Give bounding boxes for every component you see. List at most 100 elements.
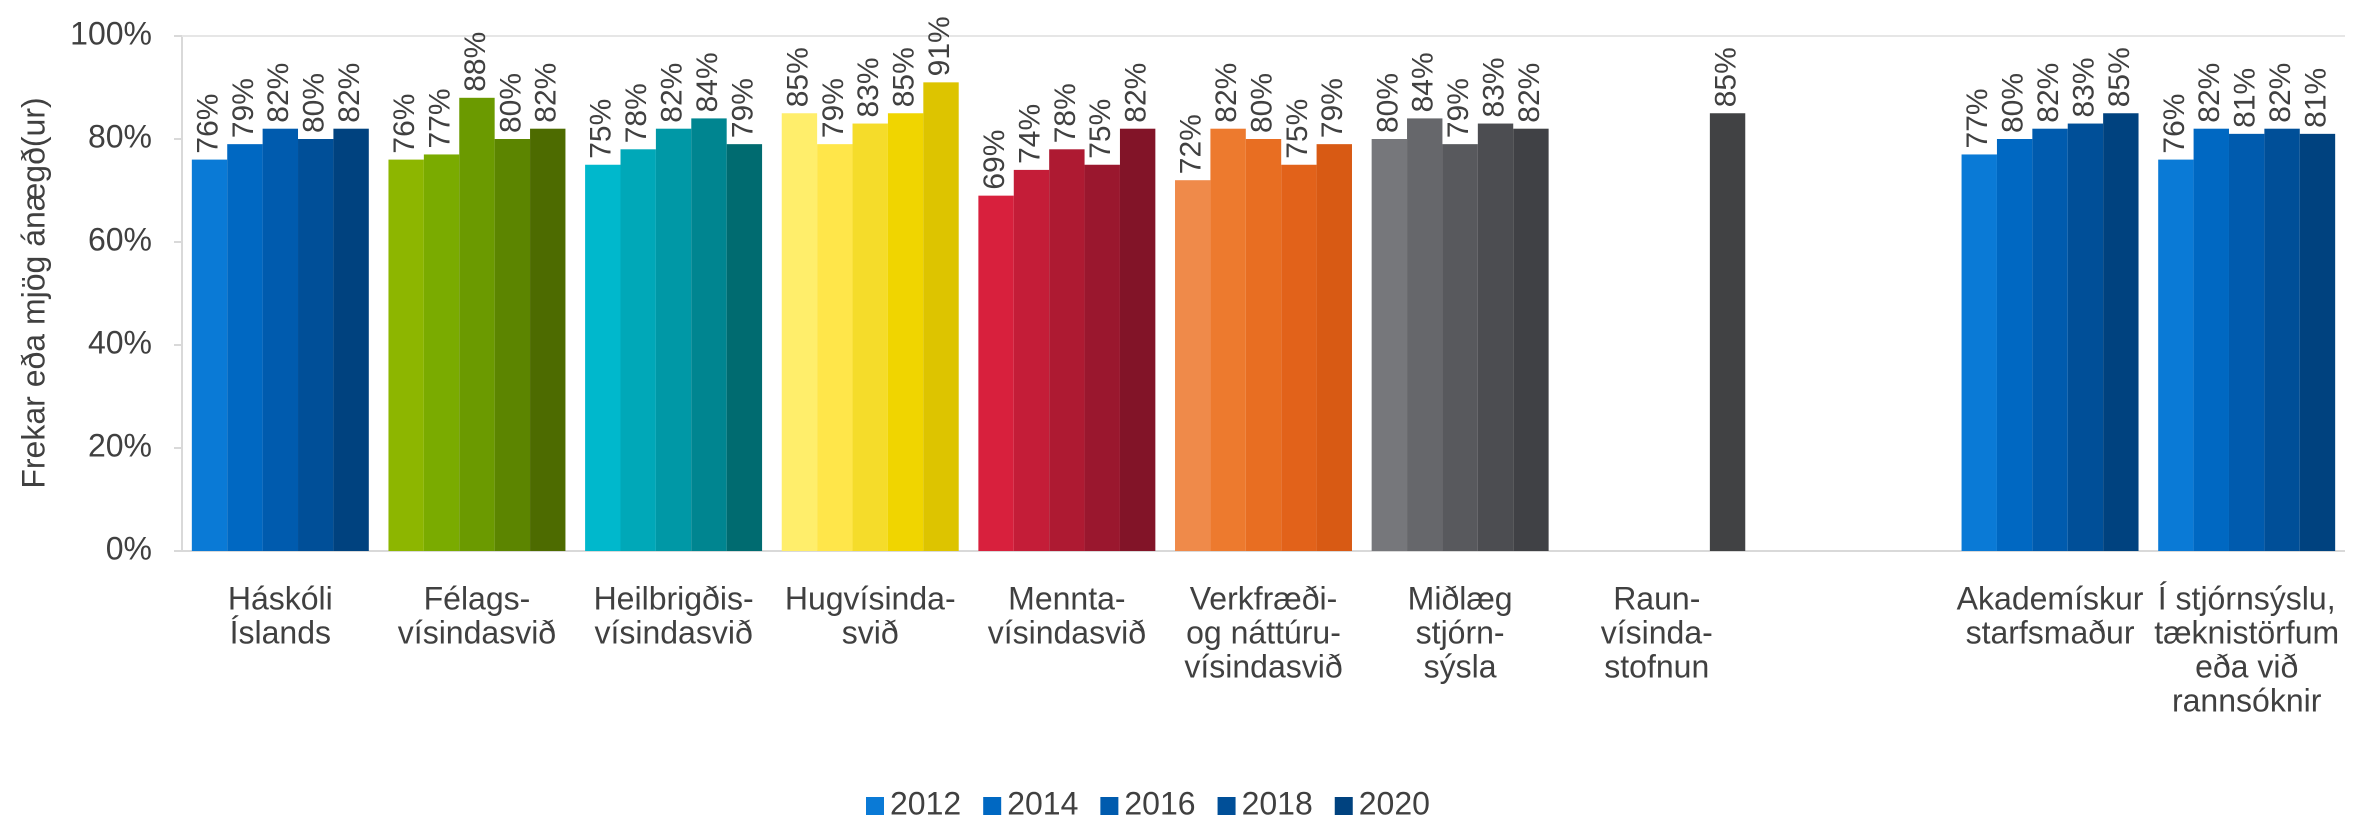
bar xyxy=(2103,113,2139,551)
legend-swatch xyxy=(1217,797,1236,815)
data-label: 79% xyxy=(1316,78,1349,138)
x-tick-label: vísindasvið xyxy=(398,614,556,650)
x-tick-label: Hugvísinda- xyxy=(785,580,956,616)
data-label: 75% xyxy=(1281,99,1314,159)
bar xyxy=(191,159,228,551)
data-label: 84% xyxy=(1407,52,1440,112)
x-tick-label: svið xyxy=(842,614,899,650)
x-tick-label: og náttúru- xyxy=(1186,614,1341,650)
bar xyxy=(494,139,531,551)
x-tick-label: stofnun xyxy=(1604,648,1709,684)
data-label: 82% xyxy=(2264,63,2297,123)
bar xyxy=(1175,180,1211,551)
legend-swatch xyxy=(1100,797,1119,815)
bar xyxy=(333,128,369,551)
bar xyxy=(887,113,924,551)
bar xyxy=(655,128,692,551)
bar xyxy=(1513,128,1549,551)
data-label: 75% xyxy=(1084,99,1117,159)
data-label: 72% xyxy=(1175,114,1208,174)
bar xyxy=(2158,159,2194,551)
legend-label: 2012 xyxy=(890,785,961,821)
data-label: 84% xyxy=(691,52,724,112)
bar xyxy=(1996,139,2033,551)
data-label: 82% xyxy=(1120,63,1153,123)
x-tick-label: stjórn- xyxy=(1416,614,1505,650)
data-label: 77% xyxy=(423,88,456,148)
bar xyxy=(459,97,495,552)
x-tick-label: Raun- xyxy=(1613,580,1700,616)
bar xyxy=(1477,123,1514,552)
data-label: 74% xyxy=(1013,104,1046,164)
legend-label: 2020 xyxy=(1359,785,1430,821)
x-tick-label: rannsóknir xyxy=(2172,682,2322,718)
bar xyxy=(2299,133,2336,551)
bar xyxy=(620,149,656,552)
x-tick-label: vísindasvið xyxy=(594,614,752,650)
bar xyxy=(2228,133,2265,551)
x-tick-label: sýsla xyxy=(1424,648,1497,684)
x-tick-label: starfsmaður xyxy=(1966,614,2135,650)
x-tick-label: tæknistörfum xyxy=(2154,614,2339,650)
data-label: 78% xyxy=(1049,83,1082,143)
bar xyxy=(1709,113,1746,551)
legend-label: 2016 xyxy=(1124,785,1195,821)
bar xyxy=(978,195,1014,551)
x-tick-label: Háskóli xyxy=(228,580,333,616)
x-tick-label: Verkfræði- xyxy=(1190,580,1338,616)
bar xyxy=(1245,139,1282,551)
data-label: 85% xyxy=(781,47,814,107)
bar xyxy=(2067,123,2104,552)
data-label: 81% xyxy=(2299,68,2332,128)
bar xyxy=(1961,154,1997,551)
data-label: 85% xyxy=(2103,47,2136,107)
x-tick-label: Mennta- xyxy=(1008,580,1125,616)
x-tick-label: Miðlæg xyxy=(1408,580,1513,616)
data-label: 82% xyxy=(530,63,563,123)
data-label: 88% xyxy=(459,32,492,92)
y-tick-label: 100% xyxy=(70,15,152,51)
data-label: 80% xyxy=(1245,73,1278,133)
data-label: 80% xyxy=(494,73,527,133)
bar xyxy=(423,154,460,551)
y-tick-label: 20% xyxy=(88,427,152,463)
data-label: 82% xyxy=(262,63,295,123)
bar xyxy=(1210,128,1246,551)
bar xyxy=(2193,128,2229,551)
bar xyxy=(2032,128,2068,551)
data-label: 81% xyxy=(2229,68,2262,128)
bar xyxy=(1442,144,1478,551)
bar xyxy=(1407,118,1443,552)
bar xyxy=(227,144,263,551)
data-label: 69% xyxy=(978,130,1011,190)
x-tick-label: Íslands xyxy=(230,614,331,650)
data-label: 91% xyxy=(923,16,956,76)
data-label: 85% xyxy=(1709,47,1742,107)
x-tick-label: vísinda- xyxy=(1601,614,1713,650)
bar xyxy=(923,82,959,551)
data-label: 76% xyxy=(388,94,421,154)
x-tick-label: vísindasvið xyxy=(988,614,1146,650)
bar xyxy=(1281,164,1317,551)
x-tick-label: Heilbrigðis- xyxy=(594,580,754,616)
bar xyxy=(817,144,853,551)
data-label: 82% xyxy=(333,63,366,123)
x-tick-label: Akademískur xyxy=(1957,580,2144,616)
y-tick-label: 80% xyxy=(88,118,152,154)
data-label: 78% xyxy=(620,83,653,143)
data-label: 76% xyxy=(2158,94,2191,154)
y-tick-label: 0% xyxy=(106,530,152,566)
data-label: 83% xyxy=(852,58,885,118)
data-label: 83% xyxy=(2067,58,2100,118)
legend-label: 2014 xyxy=(1007,785,1078,821)
legend-label: 2018 xyxy=(1242,785,1313,821)
data-label: 85% xyxy=(888,47,921,107)
data-label: 79% xyxy=(817,78,850,138)
bar xyxy=(1119,128,1156,551)
x-tick-label: Félags- xyxy=(424,580,531,616)
x-tick-label: Í stjórnsýslu, xyxy=(2158,580,2336,616)
data-label: 82% xyxy=(2032,63,2065,123)
data-label: 79% xyxy=(227,78,260,138)
data-label: 75% xyxy=(585,99,618,159)
